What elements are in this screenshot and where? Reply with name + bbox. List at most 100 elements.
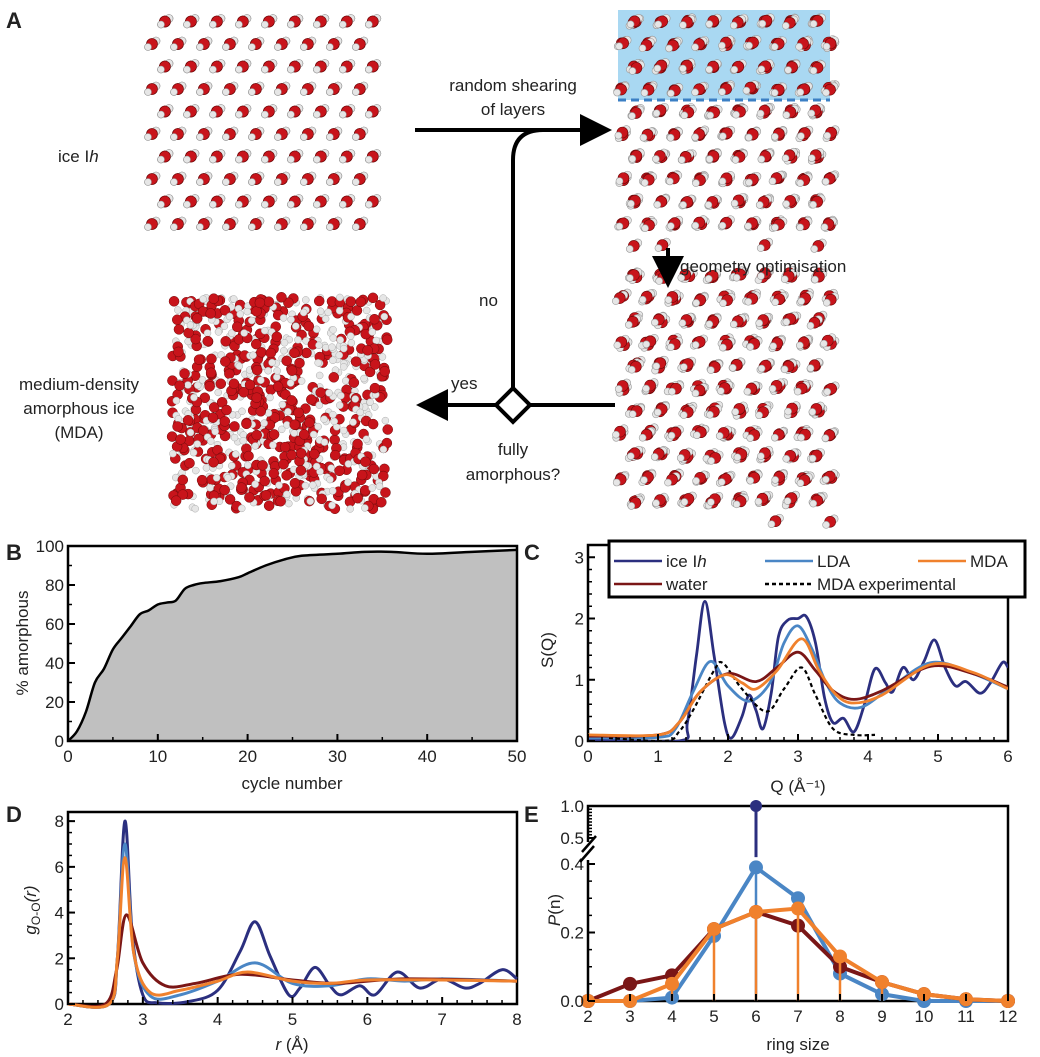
hydrogen-atom <box>184 381 192 389</box>
hydrogen-atom <box>214 388 222 397</box>
hydrogen-atom <box>287 155 295 164</box>
hydrogen-atom <box>300 223 308 231</box>
x-tick-label: 1 <box>653 747 662 766</box>
x-tick-label: 0 <box>583 747 592 766</box>
x-tick-label: 6 <box>363 1010 372 1029</box>
hydrogen-atom <box>325 389 333 397</box>
hydrogen-atom <box>279 314 288 322</box>
hydrogen-atom <box>782 318 791 326</box>
b-ylabel: % amorphous <box>13 591 32 696</box>
hydrogen-atom <box>222 223 230 231</box>
hydrogen-atom <box>743 387 752 396</box>
hydrogen-atom <box>666 133 675 142</box>
oxygen-atom <box>279 441 291 453</box>
hydrogen-atom <box>755 411 763 420</box>
hydrogen-atom <box>362 435 371 443</box>
hydrogen-atom <box>784 407 792 416</box>
oxygen-atom <box>204 381 215 392</box>
legend-box <box>607 539 1027 599</box>
hydrogen-atom <box>349 418 357 426</box>
oxygen-atom <box>220 356 231 367</box>
oxygen-atom <box>380 487 391 498</box>
oxygen-atom <box>232 321 243 333</box>
oxygen-atom <box>304 417 315 428</box>
hydrogen-atom <box>157 110 165 119</box>
hydrogen-atom <box>691 43 699 51</box>
hydrogen-atom <box>249 351 257 359</box>
oxygen-atom <box>268 429 280 440</box>
y-tick-label: 8 <box>55 812 64 831</box>
hydrogen-atom <box>639 133 648 142</box>
legend-item: MDA <box>918 552 1008 571</box>
hydrogen-atom <box>346 332 355 340</box>
oxygen-atom <box>278 458 289 470</box>
oxygen-atom <box>272 381 284 392</box>
hydrogen-atom <box>203 329 212 337</box>
hydrogen-atom <box>327 464 335 472</box>
hydrogen-atom <box>340 344 348 353</box>
x-tick-label: 2 <box>583 1007 592 1026</box>
geometry-optimisation-label: geometry optimisation <box>680 257 846 276</box>
hydrogen-atom <box>807 109 816 118</box>
x-tick-label: 9 <box>877 1007 886 1026</box>
hydrogen-atom <box>268 358 276 367</box>
y-tick-label: 2 <box>55 949 64 968</box>
hydrogen-atom <box>614 131 623 140</box>
oxygen-atom <box>254 297 266 309</box>
hydrogen-atom <box>651 318 659 327</box>
x-tick-label: 3 <box>625 1007 634 1026</box>
hydrogen-atom <box>313 65 321 74</box>
hydrogen-atom <box>795 42 803 51</box>
panel-label-b: B <box>6 540 22 565</box>
oxygen-atom <box>182 415 194 426</box>
oxygen-atom <box>382 424 393 435</box>
hydrogen-atom <box>306 497 315 506</box>
oxygen-atom <box>345 296 357 307</box>
oxygen-atom <box>238 387 249 398</box>
oxygen-atom <box>316 493 327 505</box>
hydrogen-atom <box>315 401 324 409</box>
hydrogen-atom <box>352 223 360 231</box>
hydrogen-atom <box>365 110 373 119</box>
hydrogen-atom <box>326 223 334 231</box>
hydrogen-atom <box>757 452 765 460</box>
hydrogen-atom <box>820 339 828 348</box>
hydrogen-atom <box>770 42 779 51</box>
oxygen-atom <box>183 327 194 339</box>
hydrogen-atom <box>705 320 714 328</box>
hydrogen-atom <box>210 497 218 506</box>
oxygen-atom <box>313 295 325 307</box>
hydrogen-atom <box>615 222 624 231</box>
hydrogen-atom <box>806 321 815 330</box>
hydrogen-atom <box>186 321 195 329</box>
hydrogen-atom <box>222 88 230 96</box>
oxygen-atom <box>289 347 300 359</box>
d-xlabel: r (Å) <box>275 1035 308 1054</box>
hydrogen-atom <box>366 398 374 406</box>
hydrogen-atom <box>320 415 328 423</box>
panel-label-a: A <box>6 8 22 33</box>
hydrogen-atom <box>287 20 295 29</box>
hydrogen-atom <box>638 433 647 442</box>
hydrogen-atom <box>243 307 252 316</box>
hydrogen-atom <box>746 476 755 485</box>
oxygen-atom <box>269 412 281 423</box>
hydrogen-atom <box>796 341 804 350</box>
hydrogen-atom <box>823 388 832 396</box>
hydrogen-atom <box>312 325 321 334</box>
hydrogen-atom <box>640 476 648 484</box>
hydrogen-atom <box>742 86 751 95</box>
hydrogen-atom <box>183 20 191 29</box>
hydrogen-atom <box>780 365 789 374</box>
oxygen-atom <box>271 331 283 343</box>
hydrogen-atom <box>692 299 700 307</box>
oxygen-atom <box>208 293 219 304</box>
hydrogen-atom <box>365 155 373 164</box>
y-tick-label: 0.2 <box>560 924 584 943</box>
hydrogen-atom <box>746 434 755 442</box>
oxygen-atom <box>260 489 272 501</box>
hydrogen-atom <box>261 20 269 29</box>
x-tick-label: 5 <box>709 1007 718 1026</box>
hydrogen-atom <box>731 408 740 416</box>
